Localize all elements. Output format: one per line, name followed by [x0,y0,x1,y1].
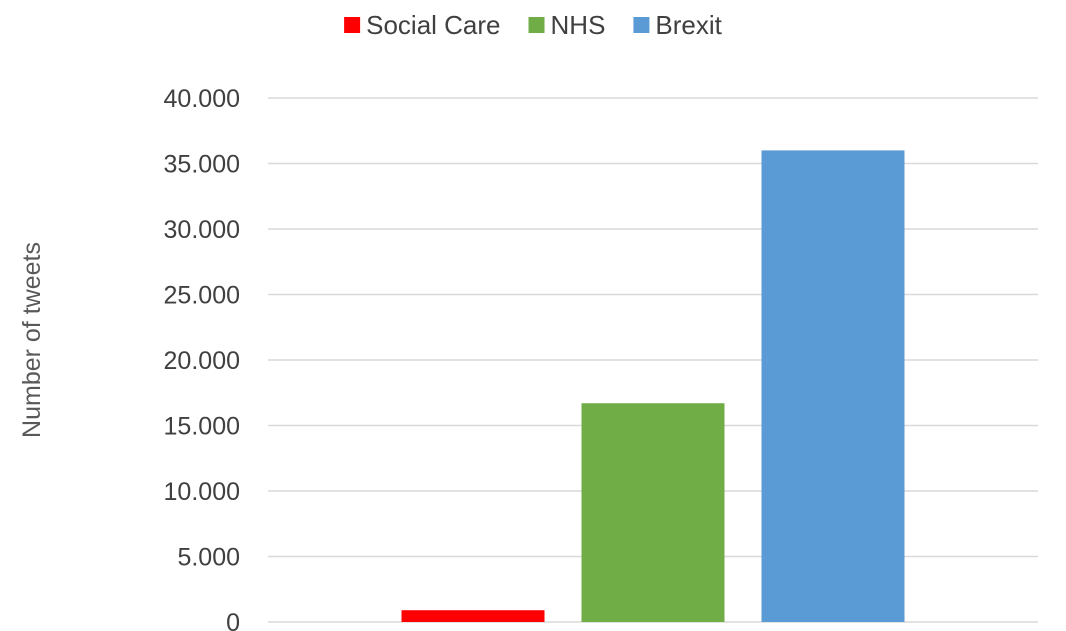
y-tick-label: 10.000 [164,478,240,506]
bar-nhs [581,403,725,622]
legend-label: NHS [551,10,606,40]
y-tick-label: 0 [226,609,240,631]
y-tick-label: 5.000 [177,544,240,572]
y-tick-label: 25.000 [164,282,240,310]
y-tick-label: 30.000 [164,216,240,244]
y-tick-label: 15.000 [164,413,240,441]
y-tick-label: 40.000 [164,85,240,113]
y-axis-tick-labels: 0 5.000 10.000 15.000 20.000 25.000 30.000 35.0… [164,85,240,631]
chart-legend: Social Care NHS Brexit [344,10,723,40]
bars [401,150,905,622]
legend-swatch [344,17,361,33]
legend-label: Social Care [366,10,500,40]
legend-label: Brexit [655,10,722,40]
legend-swatch [633,17,650,33]
bar-brexit [761,150,905,622]
y-axis-title: Number of tweets [18,242,46,438]
y-tick-label: 35.000 [164,151,240,179]
legend-swatch [528,17,545,33]
y-gridlines [268,97,1038,623]
y-tick-label: 20.000 [164,347,240,375]
bar-social-care [401,610,545,622]
